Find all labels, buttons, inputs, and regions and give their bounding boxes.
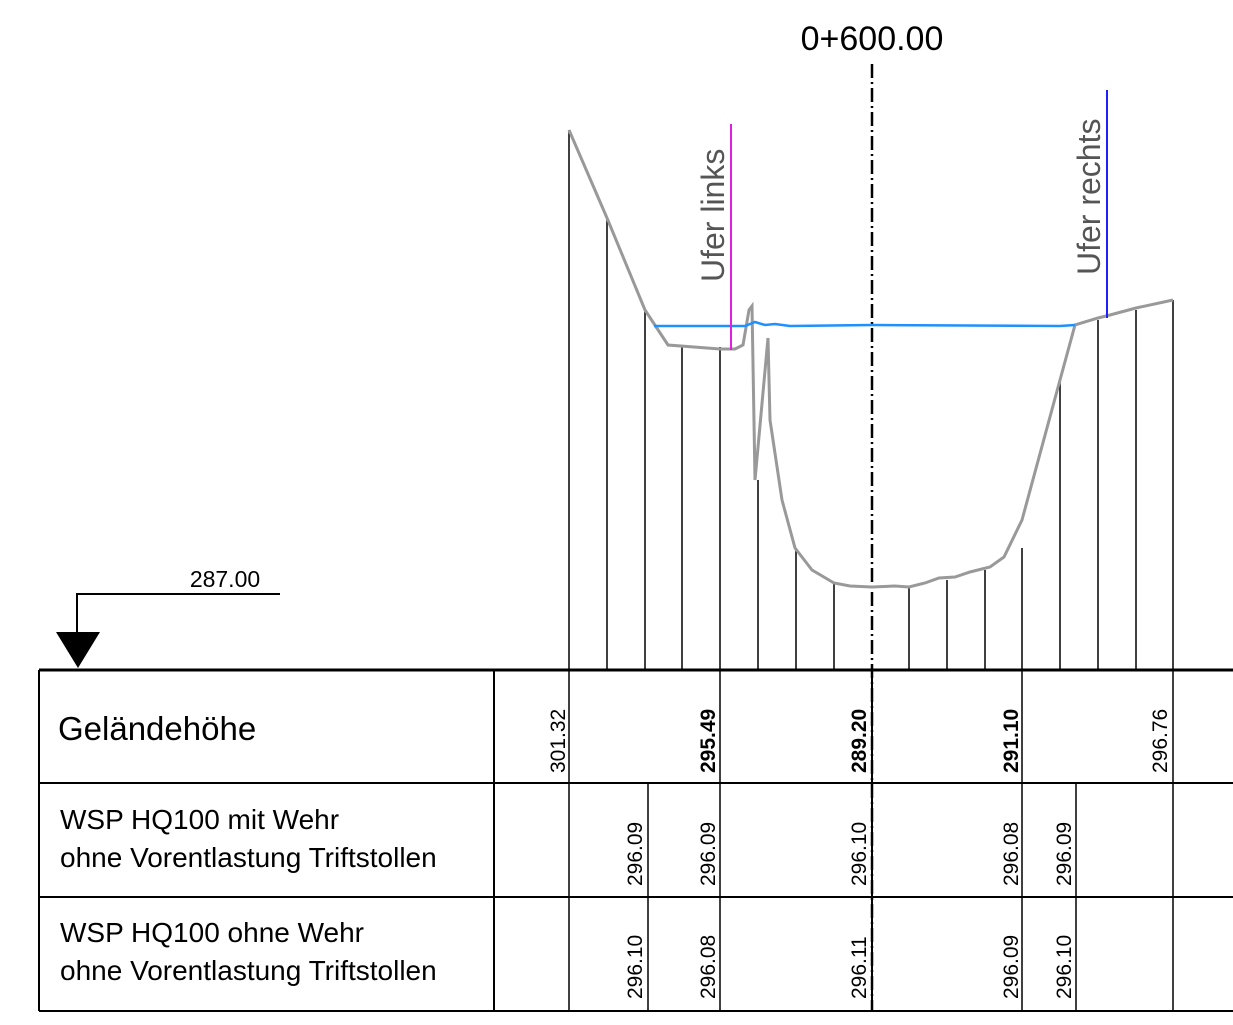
row-label-wsp-ohne-wehr-line2: ohne Vorentlastung Triftstollen bbox=[60, 955, 437, 986]
datum-triangle-icon bbox=[56, 632, 100, 668]
wsp-ohne-wehr-value: 296.10 bbox=[624, 935, 647, 999]
datum-elevation-label: 287.00 bbox=[190, 566, 260, 592]
row-label-wsp-mit-wehr-line2: ohne Vorentlastung Triftstollen bbox=[60, 842, 437, 873]
gelaende-value: 296.76 bbox=[1149, 709, 1172, 773]
wsp-mit-wehr-value: 296.08 bbox=[1000, 822, 1023, 886]
row-label-gelaendehoehe: Geländehöhe bbox=[58, 710, 256, 747]
wsp-mit-wehr-value: 296.09 bbox=[697, 822, 720, 886]
terrain-profile bbox=[567, 129, 1174, 589]
wsp-ohne-wehr-value: 296.09 bbox=[1000, 935, 1023, 999]
wsp-ohne-wehr-value: 296.10 bbox=[1053, 935, 1076, 999]
bank-right-label: Ufer rechts bbox=[1071, 119, 1107, 275]
data-table bbox=[38, 668, 1233, 1012]
wsp-ohne-wehr-value: 296.08 bbox=[697, 935, 720, 999]
row-label-wsp-ohne-wehr-line1: WSP HQ100 ohne Wehr bbox=[60, 917, 364, 948]
gelaende-value: 301.32 bbox=[547, 709, 570, 773]
gelaende-value: 289.20 bbox=[848, 709, 871, 773]
wsp-mit-wehr-value: 296.09 bbox=[1053, 822, 1076, 886]
wsp-mit-wehr-value: 296.10 bbox=[848, 822, 871, 886]
water-surface-line bbox=[654, 320, 1076, 328]
datum-leader bbox=[76, 593, 280, 632]
bank-left-label: Ufer links bbox=[695, 149, 731, 282]
station-label: 0+600.00 bbox=[801, 20, 944, 58]
row-label-wsp-mit-wehr-line1: WSP HQ100 mit Wehr bbox=[60, 804, 339, 835]
wsp-ohne-wehr-value: 296.11 bbox=[848, 936, 871, 999]
gelaende-value: 291.10 bbox=[1000, 709, 1023, 773]
gelaende-value: 295.49 bbox=[697, 709, 720, 773]
profile-verticals bbox=[568, 130, 1174, 670]
wsp-mit-wehr-value: 296.09 bbox=[624, 822, 647, 886]
